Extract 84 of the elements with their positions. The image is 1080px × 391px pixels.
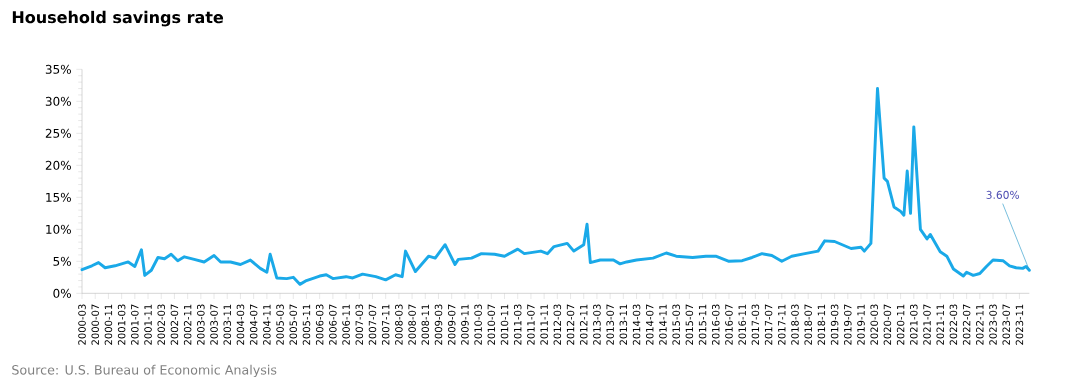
x-tick-label: 2000-07 bbox=[91, 304, 99, 345]
chart-title: Household savings rate bbox=[12, 10, 224, 27]
x-tick-label: 2009-11 bbox=[461, 304, 469, 345]
x-tick-label: 2008-07 bbox=[408, 304, 416, 345]
x-tick-label: 2018-07 bbox=[804, 304, 812, 345]
y-tick-label: 35% bbox=[45, 64, 71, 74]
x-tick-label: 2006-07 bbox=[329, 304, 337, 345]
x-tick-label: 2007-11 bbox=[381, 304, 390, 345]
y-tick-label: 10% bbox=[46, 224, 71, 234]
x-tick-label: 2005-03 bbox=[276, 304, 284, 345]
x-tick-label: 2013-03 bbox=[593, 304, 601, 345]
x-tick-label: 2016-03 bbox=[711, 304, 720, 345]
x-tick-label: 2023-07 bbox=[1002, 304, 1011, 345]
x-tick-label: 2002-07 bbox=[170, 304, 179, 345]
x-tick-label: 2019-11 bbox=[857, 304, 865, 345]
x-tick-label: 2019-07 bbox=[844, 304, 852, 345]
x-tick-label: 2022-03 bbox=[949, 304, 958, 345]
x-tick-label: 2002-11 bbox=[183, 304, 192, 345]
x-tick-label: 2001-11 bbox=[144, 304, 152, 345]
x-tick-label: 2019-03 bbox=[830, 304, 839, 345]
x-tick-label: 2005-11 bbox=[302, 304, 311, 345]
x-tick-label: 2000-03 bbox=[78, 304, 86, 345]
x-tick-label: 2001-03 bbox=[117, 304, 126, 345]
y-tick-label: 5% bbox=[53, 256, 71, 266]
x-tick-label: 2014-07 bbox=[645, 304, 654, 345]
line-series bbox=[80, 87, 1031, 286]
x-tick-label: 2013-07 bbox=[606, 304, 614, 345]
x-tick-label: 2023-03 bbox=[989, 304, 997, 345]
x-tick-label: 2007-07 bbox=[368, 304, 377, 345]
x-tick-label: 2016-11 bbox=[738, 304, 746, 345]
x-tick-label: 2015-03 bbox=[672, 304, 680, 345]
x-tick-label: 2017-11 bbox=[778, 304, 786, 345]
x-tick-label: 2017-03 bbox=[751, 304, 760, 345]
x-tick-label: 2021-03 bbox=[910, 304, 918, 345]
x-tick-label: 2000-11 bbox=[104, 304, 113, 345]
y-tick-label: 30% bbox=[45, 96, 71, 106]
x-tick-label: 2018-03 bbox=[791, 304, 799, 345]
y-tick-label: 0% bbox=[53, 288, 71, 298]
x-tick-label: 2020-07 bbox=[883, 304, 892, 345]
source-note: Source: U.S. Bureau of Economic Analysis bbox=[12, 364, 277, 378]
x-tick-label: 2023-11 bbox=[1015, 304, 1024, 345]
x-tick-label: 2017-07 bbox=[764, 304, 773, 345]
x-tick-label: 2015-07 bbox=[685, 304, 694, 345]
x-tick-label: 2007-03 bbox=[355, 304, 364, 345]
x-tick-label: 2016-07 bbox=[725, 304, 733, 345]
y-tick-label: 15% bbox=[46, 192, 71, 202]
x-tick-label: 2010-11 bbox=[500, 304, 509, 345]
x-tick-label: 2004-11 bbox=[263, 304, 271, 345]
x-tick-label: 2013-11 bbox=[619, 304, 628, 345]
y-tick-label: 20% bbox=[45, 160, 71, 170]
x-tick-label: 2001-07 bbox=[131, 304, 139, 345]
x-tick-label: 2003-03 bbox=[197, 304, 205, 345]
annotation: 3.60% bbox=[986, 190, 1020, 199]
x-tick-label: 2011-03 bbox=[513, 304, 522, 345]
x-tick-label: 2008-03 bbox=[395, 304, 403, 345]
x-tick-label: 2005-07 bbox=[289, 304, 298, 345]
x-tick-label: 2004-07 bbox=[249, 304, 258, 345]
x-tick-label: 2003-07 bbox=[210, 304, 218, 345]
x-tick-label: 2014-03 bbox=[632, 304, 641, 345]
x-tick-label: 2020-11 bbox=[896, 304, 905, 345]
x-tick-label: 2003-11 bbox=[223, 304, 232, 345]
x-tick-label: 2009-07 bbox=[447, 304, 456, 345]
x-tick-label: 2012-03 bbox=[553, 304, 562, 345]
x-tick-label: 2008-11 bbox=[421, 304, 430, 345]
x-tick-label: 2009-03 bbox=[434, 304, 443, 345]
x-tick-label: 2002-03 bbox=[157, 304, 166, 345]
x-tick-label: 2012-07 bbox=[566, 304, 575, 345]
x-tick-label: 2011-11 bbox=[540, 304, 548, 345]
x-tick-label: 2010-07 bbox=[487, 304, 496, 345]
x-tick-label: 2018-11 bbox=[817, 304, 826, 345]
x-tick-label: 2022-07 bbox=[962, 304, 971, 345]
x-tick-label: 2011-07 bbox=[527, 304, 535, 345]
y-tick-label: 25% bbox=[45, 128, 71, 138]
x-tick-label: 2006-03 bbox=[315, 304, 324, 345]
x-tick-label: 2021-07 bbox=[923, 304, 931, 345]
x-tick-label: 2021-11 bbox=[936, 304, 945, 345]
x-tick-label: 2004-03 bbox=[236, 304, 245, 345]
x-tick-label: 2020-03 bbox=[870, 304, 878, 345]
x-tick-label: 2014-11 bbox=[659, 304, 667, 345]
x-tick-label: 2022-11 bbox=[976, 304, 984, 345]
x-tick-label: 2010-03 bbox=[474, 304, 482, 345]
x-tick-label: 2012-11 bbox=[579, 304, 588, 345]
x-tick-label: 2006-11 bbox=[342, 304, 350, 345]
x-tick-label: 2015-11 bbox=[698, 304, 707, 345]
